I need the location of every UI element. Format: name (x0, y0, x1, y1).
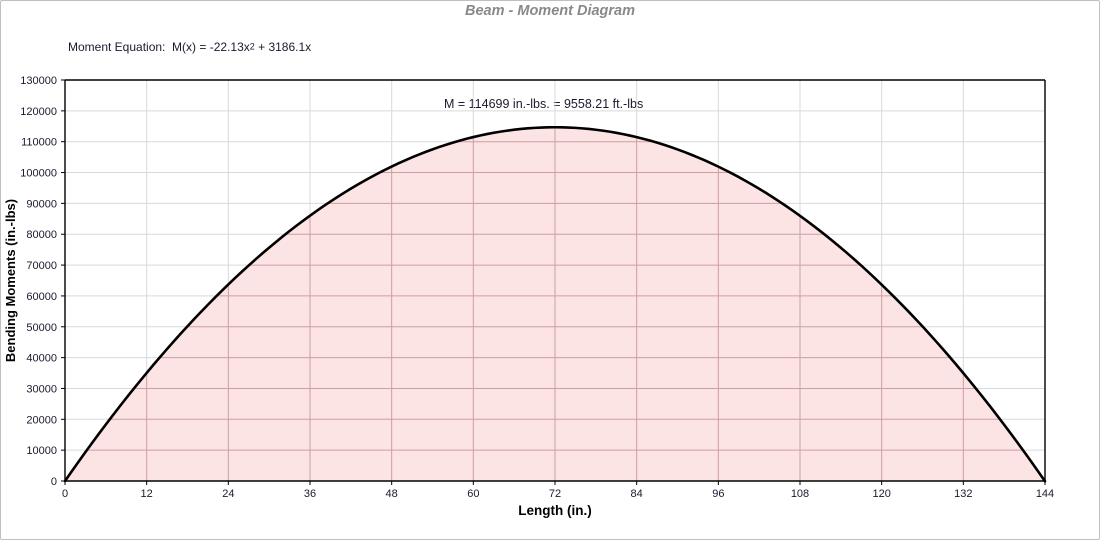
svg-text:90000: 90000 (26, 198, 57, 210)
svg-text:108: 108 (791, 488, 809, 500)
svg-text:110000: 110000 (21, 137, 57, 149)
svg-text:144: 144 (1036, 488, 1054, 500)
svg-text:40000: 40000 (26, 353, 57, 365)
svg-text:84: 84 (631, 488, 643, 500)
svg-text:0: 0 (62, 488, 68, 500)
svg-text:120000: 120000 (20, 106, 57, 118)
svg-text:30000: 30000 (26, 383, 57, 395)
svg-text:96: 96 (712, 488, 724, 500)
svg-text:20000: 20000 (26, 414, 57, 426)
svg-text:36: 36 (304, 488, 316, 500)
svg-text:70000: 70000 (26, 260, 57, 272)
svg-text:120: 120 (872, 488, 890, 500)
svg-text:24: 24 (222, 488, 234, 500)
svg-text:132: 132 (954, 488, 972, 500)
svg-text:0: 0 (51, 476, 57, 488)
svg-text:60: 60 (467, 488, 479, 500)
svg-text:10000: 10000 (26, 445, 57, 457)
svg-text:12: 12 (141, 488, 153, 500)
svg-text:50000: 50000 (26, 322, 57, 334)
svg-text:72: 72 (549, 488, 561, 500)
svg-text:100000: 100000 (20, 168, 57, 180)
svg-text:130000: 130000 (20, 75, 57, 87)
svg-text:Bending Moments (in.-lbs): Bending Moments (in.-lbs) (3, 199, 18, 362)
svg-text:48: 48 (386, 488, 398, 500)
svg-text:60000: 60000 (26, 291, 57, 303)
svg-text:80000: 80000 (26, 229, 57, 241)
